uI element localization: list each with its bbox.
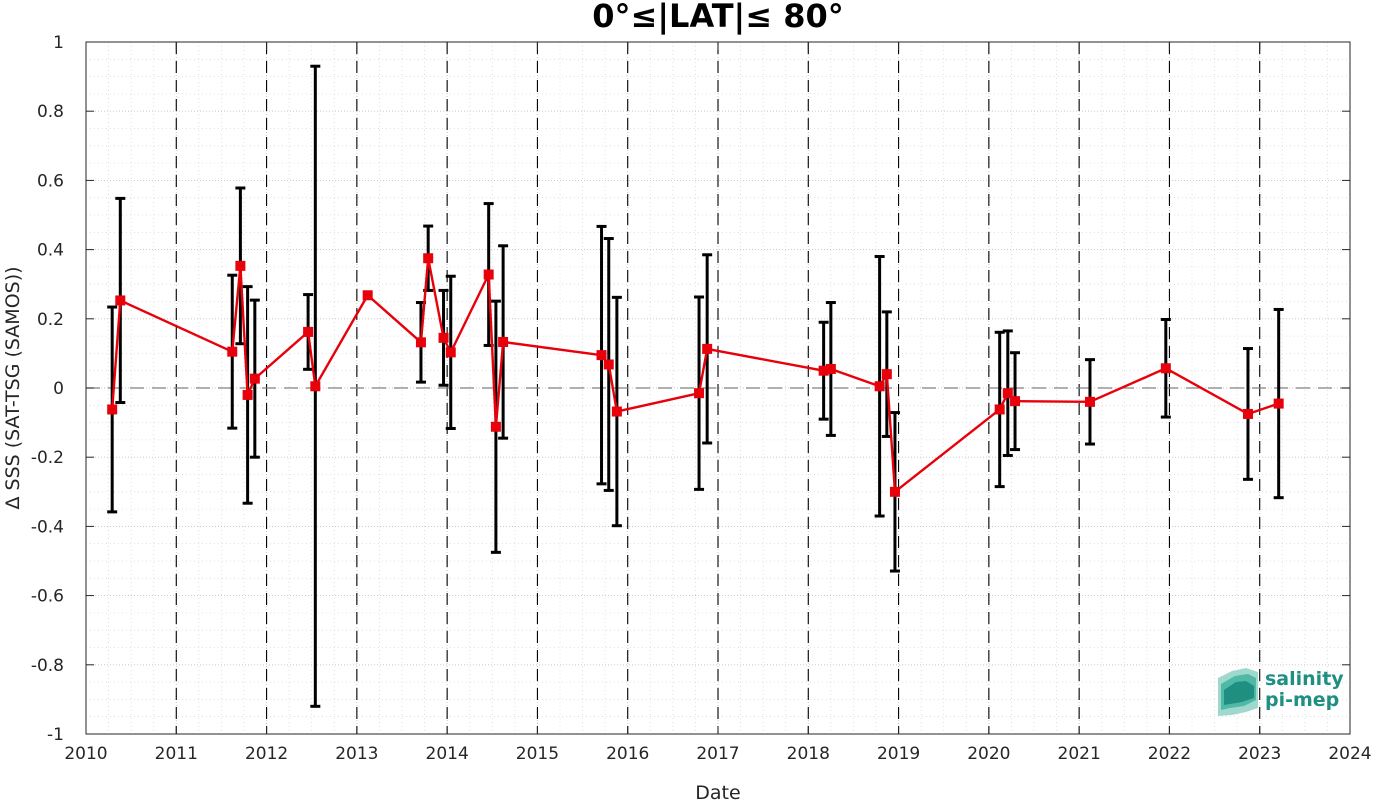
data-point-marker (994, 404, 1005, 415)
data-point-marker (483, 269, 494, 280)
data-point-marker (490, 421, 501, 432)
data-point-marker (596, 350, 607, 361)
x-tick-label: 2024 (1328, 744, 1371, 764)
y-tick-label: -0.4 (31, 517, 64, 537)
data-point-marker (889, 486, 900, 497)
x-tick-label: 2017 (696, 744, 739, 764)
y-tick-label: -0.2 (31, 448, 64, 468)
data-point-marker (874, 381, 885, 392)
logo-text-line2: pi-mep (1265, 689, 1339, 711)
y-tick-label: 0.2 (37, 310, 64, 330)
data-point-marker (603, 359, 614, 370)
x-tick-label: 2023 (1238, 744, 1281, 764)
data-point-marker (694, 388, 705, 399)
data-point-marker (115, 295, 126, 306)
x-tick-label: 2022 (1148, 744, 1191, 764)
data-point-marker (1242, 408, 1253, 419)
y-tick-labels: -1 -0.8 -0.6 -0.4 -0.2 0 0.2 0.4 0.6 0.8 1 (31, 33, 64, 745)
x-tick-label: 2019 (877, 744, 920, 764)
salinity-pi-mep-logo: salinity pi-mep (1218, 668, 1344, 716)
data-point-marker (227, 346, 238, 357)
data-point-marker (702, 343, 713, 354)
x-tick-label: 2015 (516, 744, 559, 764)
data-point-marker (611, 406, 622, 417)
x-tick-label: 2018 (787, 744, 830, 764)
y-tick-label: -0.6 (31, 587, 64, 607)
data-point-marker (1273, 398, 1284, 409)
data-point-marker (249, 373, 260, 384)
data-point-marker (1084, 396, 1095, 407)
data-point-marker (881, 369, 892, 380)
x-tick-label: 2021 (1058, 744, 1101, 764)
wave-icon (1218, 668, 1258, 716)
data-point-marker (303, 326, 314, 337)
data-point-marker (107, 404, 118, 415)
y-tick-label: 0.8 (37, 102, 64, 122)
data-markers (107, 253, 1284, 497)
data-point-marker (423, 253, 434, 264)
data-point-marker (310, 381, 321, 392)
data-point-marker (1002, 388, 1013, 399)
logo-text-line1: salinity (1265, 668, 1344, 690)
x-tick-label: 2010 (64, 744, 107, 764)
x-tick-label: 2011 (155, 744, 198, 764)
y-axis-label: Δ SSS (SAT-TSG (SAMOS)) (2, 266, 24, 509)
axis-ticks (85, 41, 1351, 735)
data-point-marker (415, 337, 426, 348)
y-tick-label: 0 (53, 379, 64, 399)
x-tick-label: 2013 (335, 744, 378, 764)
x-axis-label: Date (695, 782, 740, 801)
data-point-marker (1010, 396, 1021, 407)
x-tick-label: 2016 (606, 744, 649, 764)
data-point-marker (235, 260, 246, 271)
y-tick-label: -0.8 (31, 656, 64, 676)
x-tick-label: 2014 (426, 744, 469, 764)
data-point-marker (362, 290, 373, 301)
y-tick-label: 0.4 (37, 241, 64, 261)
y-tick-label: 0.6 (37, 171, 64, 191)
chart-title: 0°≤|LAT|≤ 80° (592, 0, 843, 36)
data-point-marker (1160, 363, 1171, 374)
x-tick-label: 2012 (245, 744, 288, 764)
x-tick-label: 2020 (967, 744, 1010, 764)
y-tick-label: 1 (53, 33, 64, 53)
data-point-marker (825, 363, 836, 374)
data-point-marker (498, 336, 509, 347)
x-tick-labels: 2010 2011 2012 2013 2014 2015 2016 2017 2018 2019… (64, 744, 1371, 764)
data-point-marker (438, 332, 449, 343)
data-point-marker (445, 347, 456, 358)
data-point-marker (242, 389, 253, 400)
y-tick-label: -1 (47, 725, 64, 745)
